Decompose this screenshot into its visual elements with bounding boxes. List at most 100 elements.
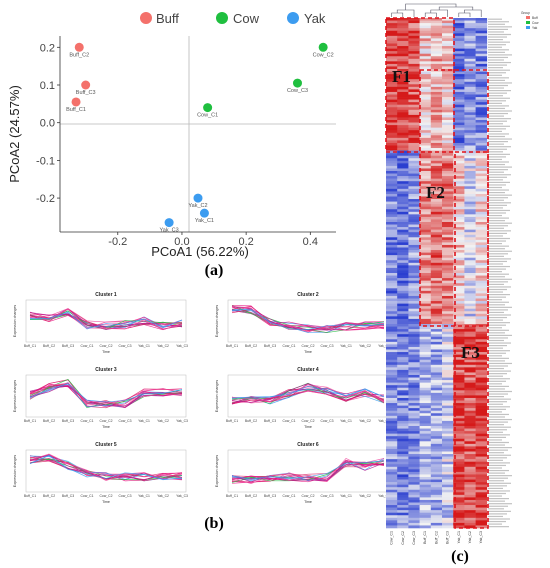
heatmap-column-label: Buff_C3	[446, 531, 450, 544]
heatmap-cell	[397, 339, 409, 343]
heatmap-cell	[419, 58, 432, 62]
heatmap-cell	[386, 482, 398, 485]
heatmap-cell	[397, 176, 409, 179]
heatmap-cell	[453, 334, 465, 338]
heatmap-cell	[475, 403, 488, 406]
heatmap-cell	[475, 436, 488, 440]
heatmap-cell	[408, 405, 420, 409]
heatmap-cell	[442, 165, 454, 169]
heatmap-cell	[442, 191, 454, 195]
heatmap-cell	[397, 234, 409, 238]
heatmap-row-label	[488, 141, 508, 143]
heatmap-cell	[419, 97, 432, 100]
heatmap-cell	[453, 66, 465, 70]
heatmap-cell	[397, 186, 409, 190]
heatmap-cell	[408, 193, 420, 197]
heatmap-cell	[386, 216, 398, 220]
heatmap-cell	[397, 387, 409, 391]
heatmap-cell	[464, 247, 476, 251]
heatmap-cell	[386, 168, 398, 172]
heatmap-column-label: Yak_C3	[479, 531, 483, 544]
heatmap-row-label	[488, 475, 512, 477]
heatmap-row-label	[488, 143, 504, 145]
heatmap-cell	[475, 380, 488, 383]
heatmap-cell	[475, 474, 488, 478]
heatmap-cell	[475, 426, 488, 429]
heatmap-cell	[430, 158, 443, 162]
heatmap-panel: Cow_C1 Cow_C2 Cow_C3 Buff_C1 Buff_C2 Buff_C3 Y…	[385, 3, 539, 565]
heatmap-cell	[397, 469, 409, 473]
heatmap-cell	[464, 46, 476, 49]
heatmap-cell	[386, 183, 398, 187]
heatmap-row-label	[488, 426, 511, 428]
heatmap-row-label	[488, 36, 507, 38]
heatmap-cell	[430, 206, 443, 210]
heatmap-cell	[397, 443, 409, 447]
heatmap-cell	[475, 150, 488, 154]
heatmap-cell	[475, 507, 488, 511]
heatmap-row-label	[488, 268, 506, 270]
heatmap-cell	[419, 79, 432, 83]
heatmap-cell	[453, 346, 465, 350]
cluster-x-tick-label: Cow_C1	[282, 344, 295, 348]
heatmap-cell	[442, 492, 454, 496]
heatmap-cell	[397, 413, 409, 417]
heatmap-cell	[464, 178, 476, 182]
heatmap-cell	[386, 515, 398, 519]
cluster-x-tick-label: Yak_C3	[176, 344, 188, 348]
heatmap-row-label	[488, 189, 509, 191]
heatmap-cell	[386, 125, 398, 128]
heatmap-cell	[464, 461, 476, 465]
heatmap-cell	[430, 86, 443, 90]
heatmap-cell	[453, 56, 465, 60]
heatmap-cell	[386, 494, 398, 498]
heatmap-cell	[453, 270, 465, 274]
cluster-x-tick-label: Buff_C1	[24, 494, 36, 498]
heatmap-cell	[464, 53, 476, 57]
heatmap-cell	[397, 280, 409, 284]
heatmap-cell	[386, 408, 398, 411]
heatmap-cell	[408, 120, 420, 123]
heatmap-cell	[408, 265, 420, 269]
heatmap-cell	[408, 94, 420, 98]
heatmap-cell	[453, 362, 465, 366]
heatmap-cell	[430, 199, 443, 202]
heatmap-cell	[475, 382, 488, 386]
heatmap-cell	[419, 341, 432, 345]
heatmap-cell	[442, 512, 454, 516]
heatmap-cell	[475, 63, 488, 67]
heatmap-row-label	[488, 220, 505, 222]
heatmap-column-label: Cow_C3	[412, 531, 416, 545]
heatmap-cell	[430, 280, 443, 284]
heatmap-cell	[464, 107, 476, 111]
heatmap-cell	[386, 336, 398, 340]
heatmap-cell	[475, 405, 488, 409]
heatmap-cell	[397, 303, 409, 307]
dendrogram-branch	[396, 9, 415, 17]
heatmap-cell	[397, 183, 409, 187]
heatmap-cell	[475, 497, 488, 501]
heatmap-cell	[453, 188, 465, 192]
heatmap-cell	[408, 79, 420, 83]
heatmap-cell	[430, 308, 443, 312]
pcoa-point-cow-c2	[318, 42, 328, 52]
heatmap-cell	[430, 459, 443, 462]
heatmap-cell	[386, 283, 398, 287]
heatmap-cell	[464, 334, 476, 338]
heatmap-cell	[430, 61, 443, 65]
heatmap-cell	[419, 250, 432, 253]
heatmap-cell	[453, 20, 465, 24]
heatmap-cell	[397, 410, 409, 414]
heatmap-cell	[464, 209, 476, 213]
heatmap-row-label	[488, 469, 509, 472]
heatmap-cell	[442, 423, 454, 427]
heatmap-cell	[430, 71, 443, 75]
heatmap-grid	[386, 18, 488, 529]
heatmap-cell	[397, 306, 409, 309]
heatmap-cell	[386, 155, 398, 159]
heatmap-cell	[464, 158, 476, 162]
heatmap-row-label	[488, 151, 503, 153]
cluster-x-tick-label: Cow_C1	[282, 419, 295, 423]
heatmap-cell	[464, 492, 476, 496]
heatmap-cell	[430, 441, 443, 445]
